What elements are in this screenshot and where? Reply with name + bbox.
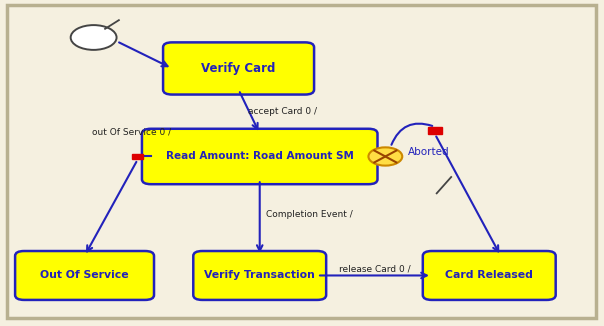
Text: accept Card 0 /: accept Card 0 /: [248, 107, 316, 116]
FancyBboxPatch shape: [423, 251, 556, 300]
FancyBboxPatch shape: [193, 251, 326, 300]
Circle shape: [71, 25, 117, 50]
Text: Verify Transaction: Verify Transaction: [204, 271, 315, 280]
Circle shape: [368, 147, 402, 166]
Text: Aborted: Aborted: [408, 147, 450, 156]
FancyBboxPatch shape: [142, 129, 378, 184]
Text: Card Released: Card Released: [445, 271, 533, 280]
FancyBboxPatch shape: [7, 5, 596, 318]
Text: Out Of Service: Out Of Service: [40, 271, 129, 280]
Text: Verify Card: Verify Card: [201, 62, 276, 75]
Bar: [428, 127, 442, 134]
Text: out Of Service 0 /: out Of Service 0 /: [92, 128, 172, 137]
Text: Read Amount: Road Amount SM: Read Amount: Road Amount SM: [165, 152, 354, 161]
FancyBboxPatch shape: [163, 42, 314, 95]
Text: release Card 0 /: release Card 0 /: [339, 265, 410, 274]
FancyBboxPatch shape: [15, 251, 154, 300]
Bar: [132, 154, 143, 159]
Text: Completion Event /: Completion Event /: [266, 210, 353, 219]
